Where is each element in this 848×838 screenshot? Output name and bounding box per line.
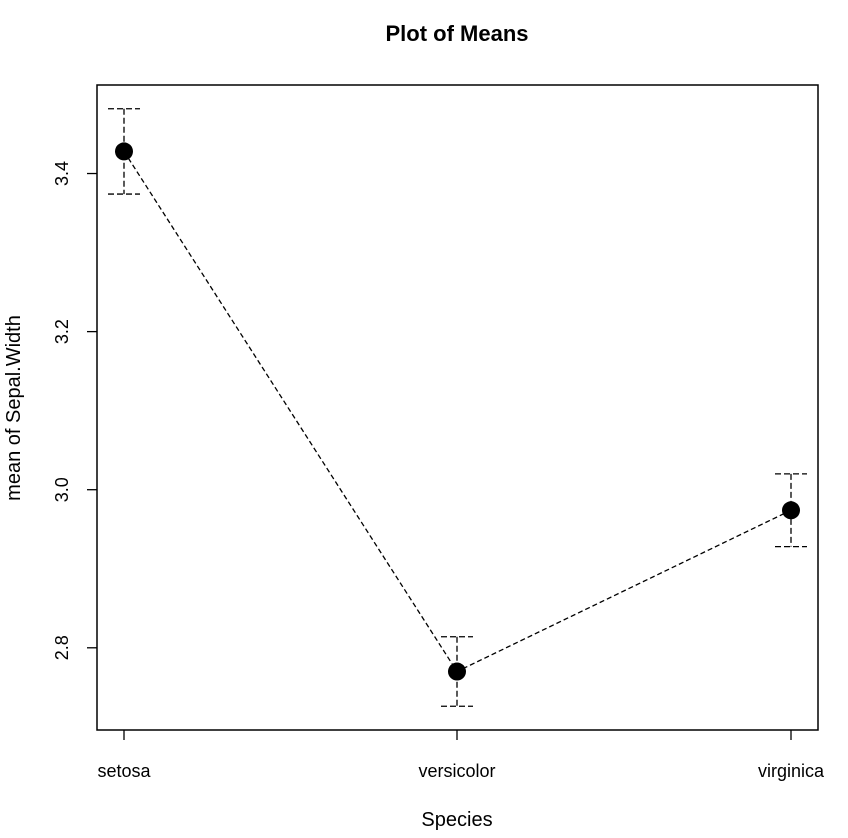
x-axis: setosa versicolor virginica [97,730,825,781]
error-bars [108,108,807,707]
series-line [123,151,792,673]
y-tick-label: 3.4 [52,161,72,186]
series [115,142,800,681]
data-point-versicolor [448,662,466,681]
y-axis: 2.8 3.0 3.2 3.4 [52,161,97,660]
y-tick-label: 2.8 [52,635,72,660]
y-tick-label: 3.0 [52,477,72,502]
x-tick-label: versicolor [418,761,495,781]
x-tick-label: setosa [97,761,151,781]
x-tick-label: virginica [758,761,825,781]
y-axis-label: mean of Sepal.Width [3,315,25,501]
y-tick-label: 3.2 [52,319,72,344]
plot-frame [96,84,819,731]
chart-title: Plot of Means [385,21,528,46]
data-point-setosa [115,142,133,161]
x-axis-label: Species [421,809,492,831]
data-point-virginica [782,501,800,520]
